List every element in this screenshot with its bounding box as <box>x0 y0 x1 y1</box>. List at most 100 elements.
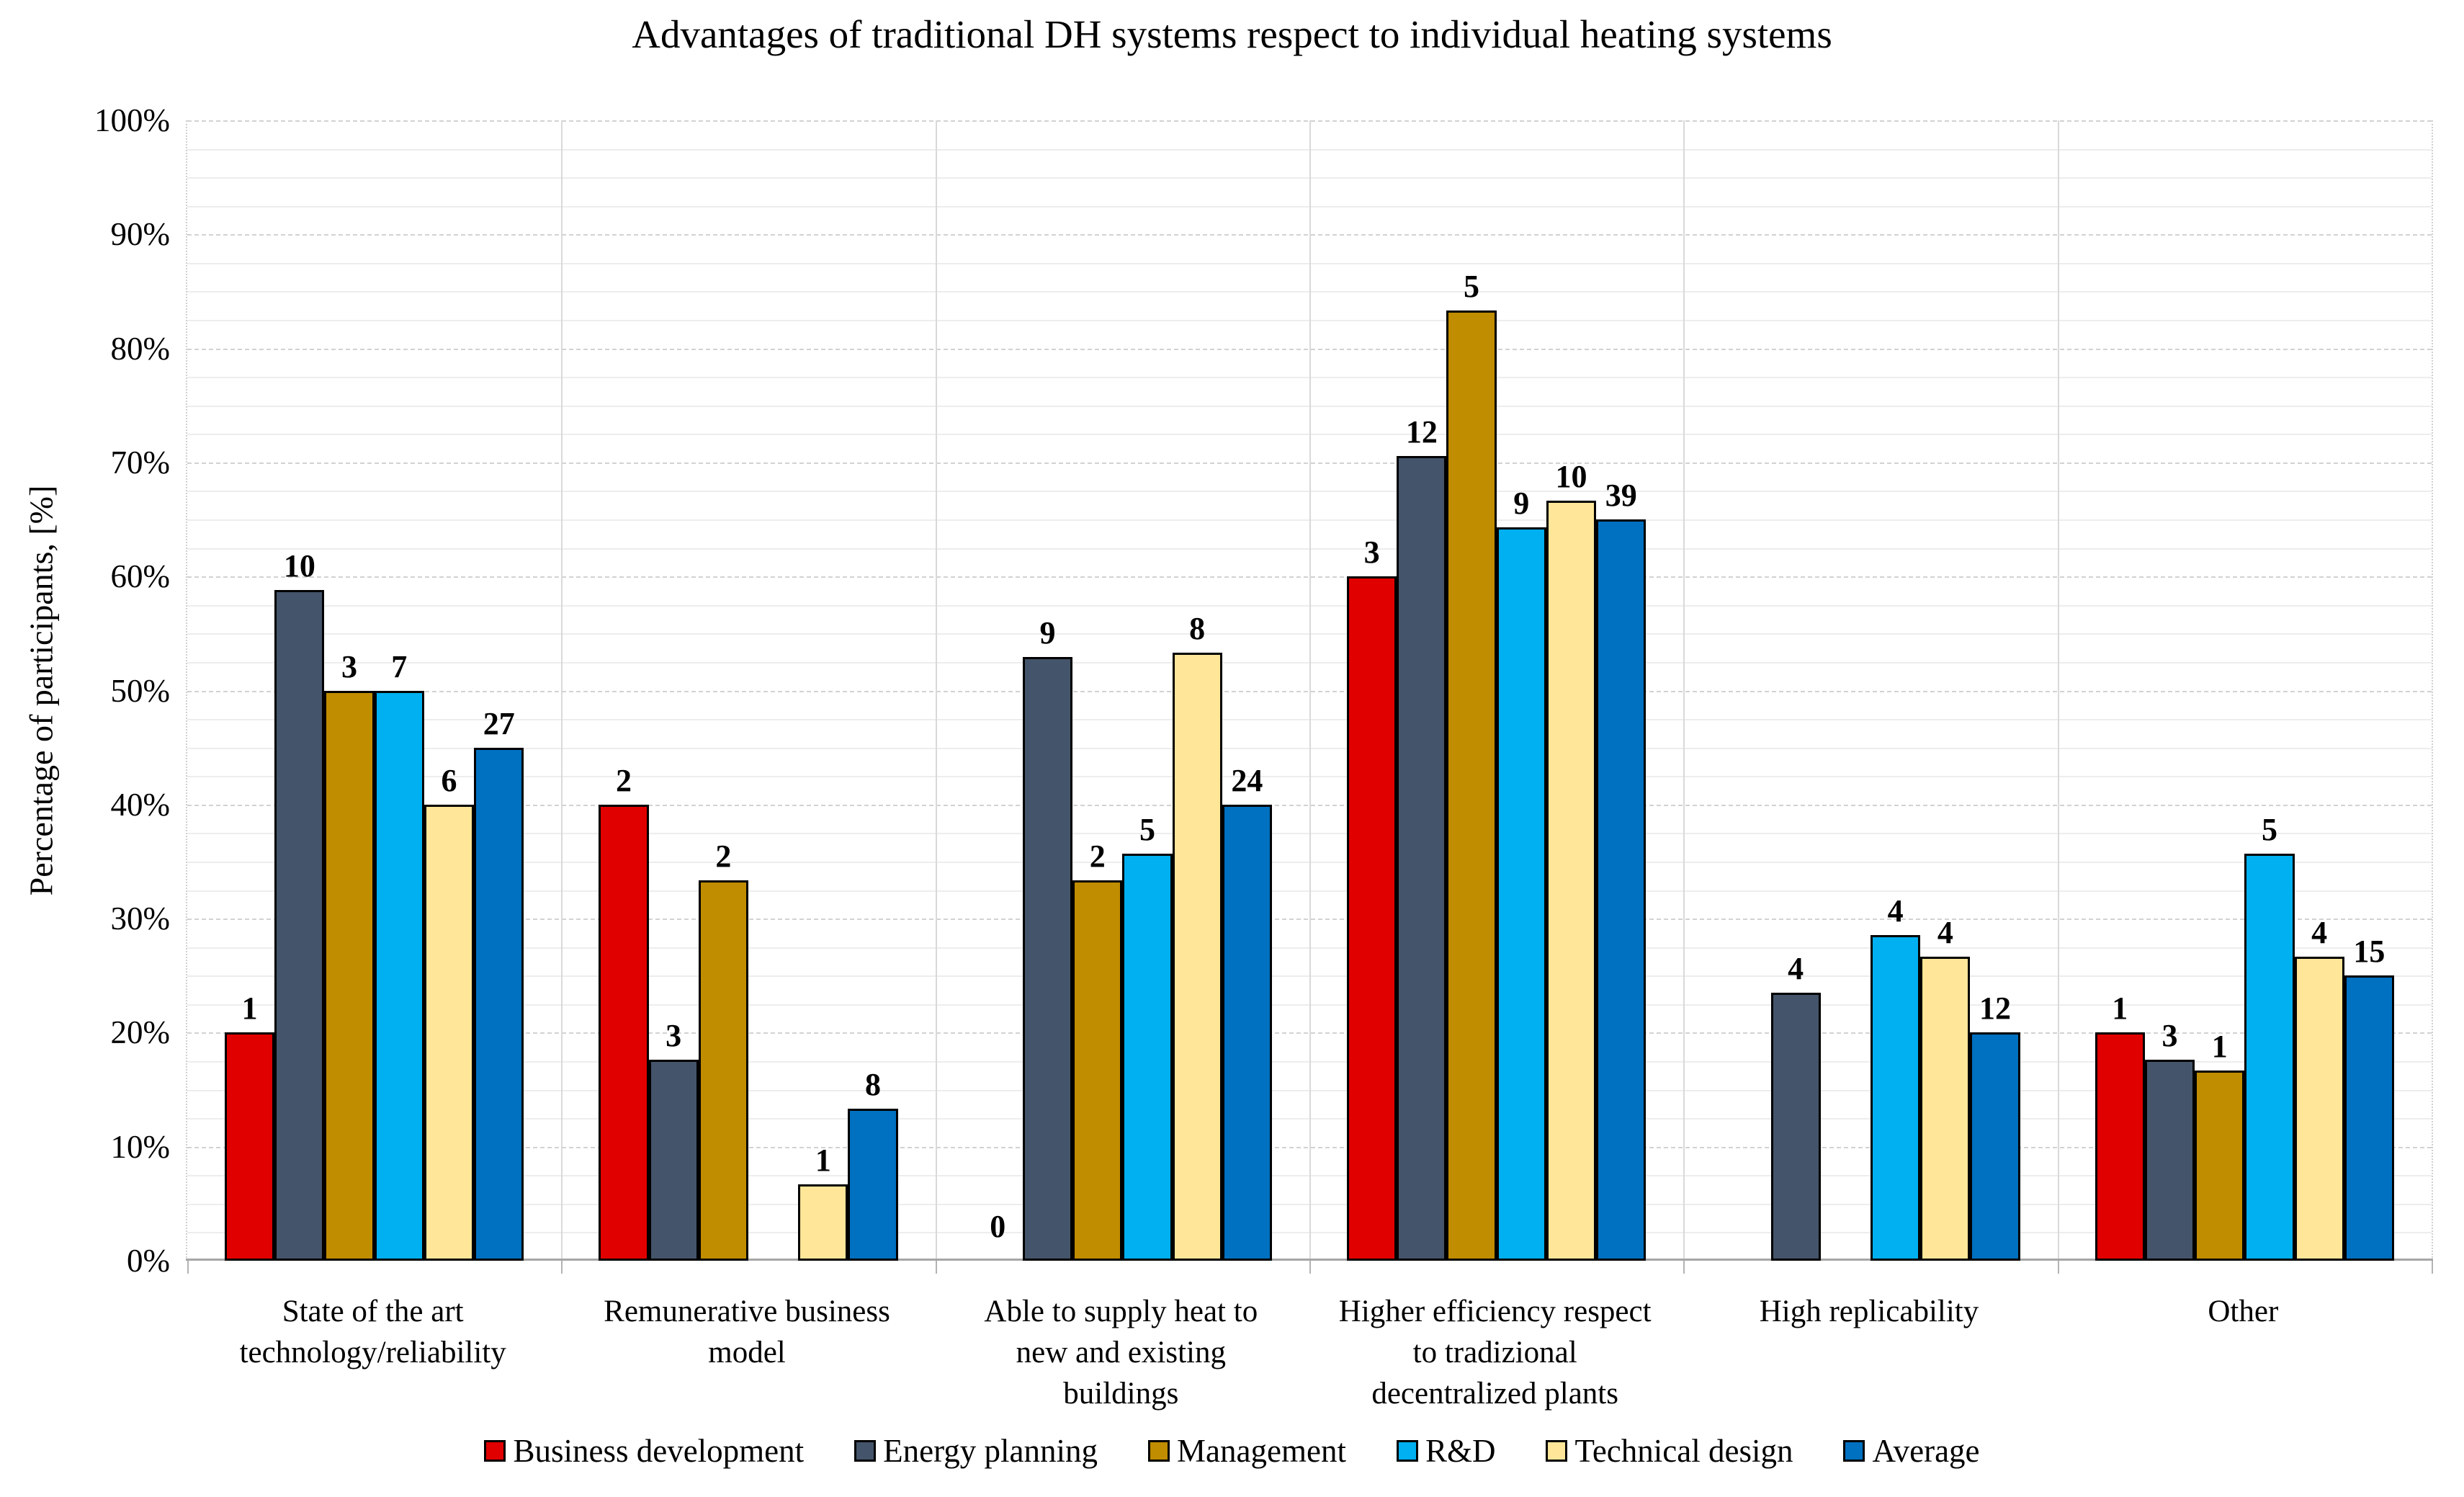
legend-label: Energy planning <box>883 1433 1098 1469</box>
chart-title: Advantages of traditional DH systems res… <box>632 12 1832 56</box>
legend-swatch-technical-design <box>1546 1440 1568 1462</box>
bar-energy-planning <box>648 1059 699 1261</box>
y-tick-label: 10% <box>110 1128 171 1165</box>
legend-swatch-average <box>1843 1440 1865 1462</box>
bar-value-label: 8 <box>865 1067 882 1102</box>
category-separator-line <box>561 120 563 1261</box>
bar-value-label: 2 <box>1089 839 1106 875</box>
bar-value-label: 3 <box>1363 535 1380 571</box>
bar-value-label: 10 <box>283 548 315 584</box>
y-tick-label: 70% <box>110 444 171 481</box>
y-tick-label: 60% <box>110 558 171 595</box>
legend-label: Technical design <box>1574 1433 1793 1469</box>
y-tick-label: 40% <box>110 786 171 823</box>
bar-value-label: 1 <box>241 991 258 1027</box>
y-tick-label: 80% <box>110 330 171 367</box>
y-tick-label: 50% <box>110 672 171 709</box>
bar-r-d <box>1122 853 1173 1261</box>
bar-average <box>474 747 524 1261</box>
bar-value-label: 1 <box>2211 1029 2228 1065</box>
bar-r-d <box>2244 853 2295 1261</box>
bar-value-label: 10 <box>1555 458 1587 494</box>
bar-business-development <box>599 804 649 1261</box>
bar-value-label: 2 <box>715 839 732 875</box>
x-axis-tick <box>935 1261 937 1274</box>
legend-label: Average <box>1872 1433 1980 1469</box>
legend-label: R&D <box>1425 1433 1496 1469</box>
x-category-label: Other <box>2208 1295 2279 1328</box>
bar-r-d <box>1871 934 1921 1261</box>
bar-value-label: 4 <box>1887 893 1904 929</box>
bar-business-development <box>225 1032 275 1261</box>
bar-r-d <box>1496 527 1546 1261</box>
legend-item-technical-design: Technical design <box>1546 1432 1793 1470</box>
bar-value-label: 4 <box>1788 950 1804 986</box>
bar-value-label: 12 <box>1979 991 2012 1027</box>
x-category-label: State of the art technology/reliability <box>239 1295 506 1369</box>
y-tick-label: 20% <box>110 1014 171 1051</box>
bar-average <box>848 1109 898 1261</box>
bar-value-label: 5 <box>1139 811 1155 847</box>
bar-average <box>1596 519 1647 1261</box>
bar-management <box>1446 310 1497 1261</box>
bar-average <box>2344 975 2394 1261</box>
bar-value-label: 5 <box>2261 811 2277 847</box>
bar-business-development <box>2095 1032 2145 1261</box>
bar-management <box>698 880 748 1261</box>
category-separator-line <box>935 120 937 1261</box>
bar-value-label: 7 <box>391 648 408 684</box>
legend-item-average: Average <box>1843 1432 1980 1470</box>
bar-value-label: 15 <box>2353 934 2385 970</box>
x-category-label: Remunerative business model <box>604 1295 890 1369</box>
bar-value-label: 9 <box>1513 486 1530 522</box>
category-separator-line <box>1683 120 1685 1261</box>
bar-value-label: 6 <box>441 762 457 798</box>
bar-value-label: 1 <box>2112 991 2128 1027</box>
x-axis-line <box>186 1259 2433 1261</box>
bar-value-label: 12 <box>1405 414 1438 450</box>
plot-area: 1 10 3 7 6 27 2 3 2 1 8 0 9 2 5 8 24 3 12 5 9 10 39 4 4 4 12 1 3 1 5 4 1… <box>186 120 2433 1274</box>
y-tick-label: 100% <box>94 102 170 138</box>
category-separator-line <box>2057 120 2059 1261</box>
bar-energy-planning <box>1770 992 1821 1261</box>
bar-energy-planning <box>2144 1059 2195 1261</box>
bar-value-label: 2 <box>615 762 632 798</box>
bar-value-label: 3 <box>666 1017 682 1053</box>
bar-value-label: 24 <box>1231 762 1263 798</box>
legend-label: Business development <box>513 1433 805 1469</box>
x-axis-category-labels: State of the art technology/reliability R… <box>186 1291 2430 1435</box>
bar-value-label: 39 <box>1605 478 1637 514</box>
y-tick-label: 0% <box>127 1243 170 1279</box>
bar-management <box>2195 1071 2245 1261</box>
bar-value-label: 27 <box>483 705 515 741</box>
legend-swatch-energy-planning <box>854 1440 877 1462</box>
y-tick-label: 90% <box>110 216 171 253</box>
legend: Business development Energy planning Manag… <box>0 1432 2464 1470</box>
legend-item-business-development: Business development <box>484 1432 804 1470</box>
bar-value-label: 9 <box>1039 615 1056 651</box>
bar-value-label: 4 <box>2311 914 2328 950</box>
x-axis-tick <box>187 1261 189 1274</box>
bar-management <box>1072 880 1123 1261</box>
bar-value-label: 1 <box>815 1143 831 1179</box>
x-axis-tick <box>1309 1261 1311 1274</box>
x-category-label: Able to supply heat to new and existing … <box>984 1295 1258 1411</box>
legend-item-r-d: R&D <box>1396 1432 1496 1470</box>
x-axis-tick <box>2057 1261 2059 1274</box>
bar-energy-planning <box>1397 455 1447 1261</box>
bar-value-label: 3 <box>2161 1017 2178 1053</box>
bar-value-label: 8 <box>1189 610 1206 646</box>
legend-item-management: Management <box>1148 1432 1346 1470</box>
bar-technical-design <box>2294 956 2344 1261</box>
bar-energy-planning <box>274 589 325 1261</box>
legend-swatch-business-development <box>484 1440 506 1462</box>
bar-technical-design <box>424 804 475 1261</box>
bar-technical-design <box>798 1184 848 1261</box>
y-tick-label: 30% <box>110 901 171 937</box>
x-axis-tick <box>2432 1261 2433 1274</box>
x-axis-tick <box>1683 1261 1685 1274</box>
bar-business-development <box>1347 576 1397 1261</box>
bar-value-label: 3 <box>341 648 358 684</box>
legend-swatch-management <box>1148 1440 1170 1462</box>
